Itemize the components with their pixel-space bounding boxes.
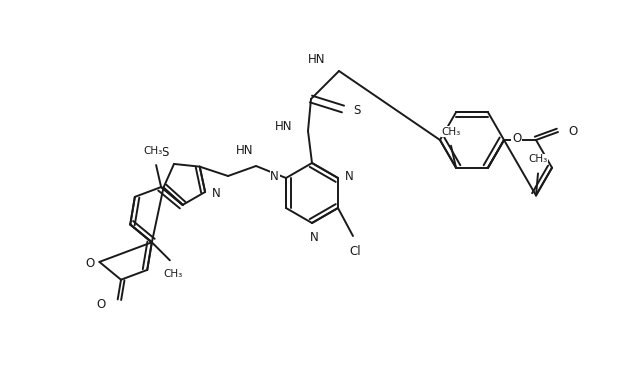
Text: N: N bbox=[310, 231, 318, 244]
Text: N: N bbox=[345, 170, 354, 183]
Text: O: O bbox=[85, 257, 94, 270]
Text: S: S bbox=[162, 146, 169, 159]
Text: CH₃: CH₃ bbox=[529, 155, 548, 164]
Text: N: N bbox=[212, 187, 221, 200]
Text: O: O bbox=[97, 298, 105, 311]
Text: O: O bbox=[512, 132, 521, 144]
Text: Cl: Cl bbox=[349, 245, 361, 258]
Text: CH₃: CH₃ bbox=[163, 269, 182, 279]
Text: CH₃: CH₃ bbox=[144, 146, 163, 156]
Text: N: N bbox=[270, 170, 279, 183]
Text: S: S bbox=[353, 104, 361, 116]
Text: HN: HN bbox=[235, 144, 253, 157]
Text: O: O bbox=[568, 125, 577, 138]
Text: HN: HN bbox=[308, 53, 325, 66]
Text: HN: HN bbox=[275, 121, 292, 133]
Text: CH₃: CH₃ bbox=[441, 127, 461, 137]
